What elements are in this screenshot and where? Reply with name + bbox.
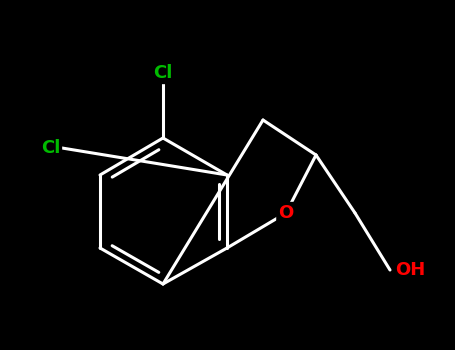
Text: O: O (278, 204, 293, 222)
Text: Cl: Cl (153, 64, 173, 82)
Text: Cl: Cl (40, 139, 60, 157)
Text: OH: OH (395, 261, 425, 279)
